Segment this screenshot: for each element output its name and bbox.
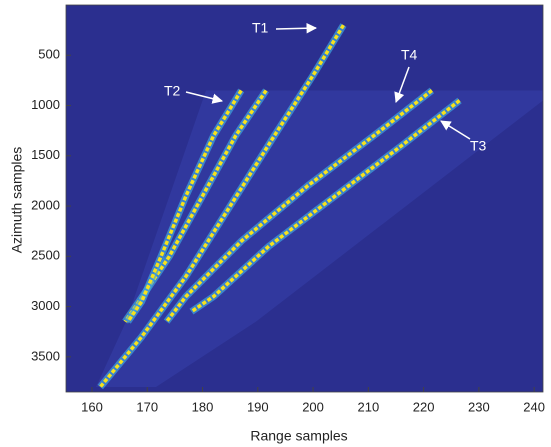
- y-tick-label: 500: [38, 47, 60, 62]
- x-tick-label: 180: [192, 399, 214, 414]
- arrow: [394, 66, 410, 103]
- y-tick-label: 3500: [31, 348, 60, 363]
- track: [165, 89, 433, 323]
- y-tick-label: 3000: [31, 298, 60, 313]
- arrow: [185, 91, 224, 104]
- annotations: T1 T2 T3 T4: [164, 20, 487, 154]
- y-tick-label: 2000: [31, 197, 60, 212]
- x-tick-label: 190: [247, 399, 269, 414]
- track: [98, 24, 345, 389]
- x-tick-label: 160: [81, 399, 103, 414]
- frame: [65, 4, 544, 393]
- x-tick-label: 230: [468, 399, 490, 414]
- track: [123, 89, 268, 323]
- x-tick-label: 220: [413, 399, 435, 414]
- x-axis-title: Range samples: [250, 428, 347, 444]
- x-tick-label: 210: [357, 399, 379, 414]
- y-axis-title: Azimuth samples: [9, 147, 25, 254]
- y-tick-label: 2500: [31, 248, 60, 263]
- annotation: T3: [470, 138, 487, 154]
- y-tick-label: 1000: [31, 97, 60, 112]
- x-tick-label: 240: [523, 399, 545, 414]
- track: [126, 89, 243, 323]
- plot-area: [65, 4, 544, 393]
- annotation: T4: [401, 47, 418, 63]
- x-tick-label: 170: [136, 399, 158, 414]
- annotation: T2: [164, 83, 181, 99]
- y-tick-label: 1500: [31, 147, 60, 162]
- arrow: [440, 120, 471, 140]
- arrow: [275, 22, 318, 34]
- track: [190, 99, 461, 314]
- annotation: T1: [252, 20, 269, 36]
- x-tick-label: 200: [302, 399, 324, 414]
- energy-region: [96, 90, 543, 387]
